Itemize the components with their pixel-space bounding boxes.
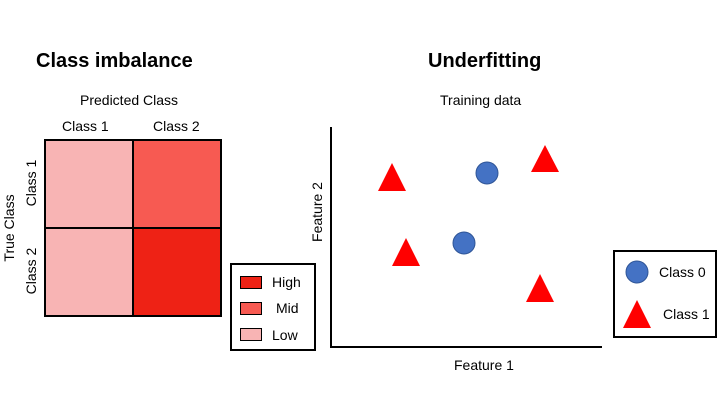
confusion-matrix	[44, 139, 222, 317]
col-label-class-2: Class 2	[153, 118, 200, 134]
class-1-triangle	[531, 145, 559, 172]
legend-label-low: Low	[272, 327, 298, 343]
class-0-circle	[475, 161, 499, 185]
legend-label-class-0: Class 0	[659, 264, 706, 280]
matrix-cell-r1-c2	[134, 141, 220, 229]
col-label-class-1: Class 1	[62, 118, 109, 134]
class-0-circle	[452, 231, 476, 255]
feature-1-label: Feature 1	[454, 357, 514, 373]
class-legend: Class 0 Class 1	[613, 250, 717, 338]
matrix-cell-r2-c2	[134, 229, 220, 315]
class-1-triangle	[392, 238, 420, 266]
legend-swatch-mid	[240, 302, 262, 315]
predicted-class-label: Predicted Class	[80, 92, 179, 108]
training-data-label: Training data	[440, 92, 522, 108]
class-imbalance-title: Class imbalance	[36, 50, 193, 72]
legend-circle-icon	[625, 260, 649, 284]
intensity-legend: High Mid Low	[230, 263, 316, 351]
class-1-triangle	[378, 163, 406, 191]
underfitting-title: Underfitting	[428, 50, 542, 72]
legend-triangle-icon	[623, 300, 651, 328]
legend-swatch-high	[240, 276, 262, 289]
legend-label-mid: Mid	[276, 300, 299, 316]
legend-label-high: High	[272, 274, 301, 290]
matrix-cell-r2-c1	[46, 229, 134, 315]
legend-swatch-low	[240, 328, 262, 341]
legend-label-class-1: Class 1	[663, 306, 710, 322]
class-1-triangle	[526, 274, 554, 302]
matrix-cell-r1-c1	[46, 141, 134, 229]
